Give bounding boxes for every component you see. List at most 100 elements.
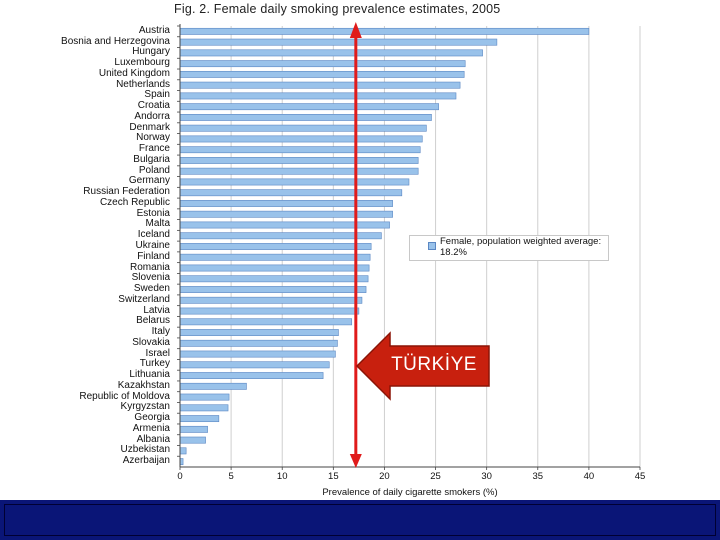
bar-ukraine bbox=[179, 243, 372, 250]
bar-belarus bbox=[179, 318, 353, 326]
x-tick-label: 35 bbox=[532, 471, 544, 482]
category-label: Slovakia bbox=[132, 336, 170, 348]
bar-slovakia bbox=[179, 339, 338, 347]
bar-estonia bbox=[179, 210, 393, 218]
bar-armenia bbox=[179, 425, 208, 433]
bar-russian-federation bbox=[179, 189, 403, 197]
category-label: Kyrgyzstan bbox=[120, 401, 170, 413]
x-tick-label: 5 bbox=[228, 471, 234, 482]
bar-italy bbox=[179, 329, 339, 336]
category-label: Georgia bbox=[134, 412, 170, 424]
bar-luxembourg bbox=[179, 60, 466, 68]
category-label: United Kingdom bbox=[98, 67, 170, 79]
bar-sweden bbox=[179, 286, 367, 293]
bar-chart bbox=[177, 22, 641, 470]
category-label: Ukraine bbox=[135, 240, 170, 251]
legend-label: Female, population weighted average: 18.… bbox=[440, 236, 602, 258]
category-label: Andorra bbox=[134, 110, 170, 122]
category-label: Bulgaria bbox=[133, 153, 170, 165]
bar-switzerland bbox=[179, 296, 363, 304]
category-label: Slovenia bbox=[131, 272, 170, 284]
x-tick-label: 0 bbox=[177, 471, 183, 482]
x-tick-label: 15 bbox=[328, 471, 339, 482]
bar-finland bbox=[179, 253, 371, 261]
bar-republic-of-moldova bbox=[179, 393, 230, 401]
category-label: Israel bbox=[145, 347, 170, 359]
bar-turkey bbox=[179, 361, 330, 369]
x-tick-label: 40 bbox=[583, 471, 595, 482]
category-label: Croatia bbox=[137, 100, 170, 112]
category-label: Luxembourg bbox=[114, 57, 170, 69]
bar-austria bbox=[179, 27, 590, 35]
category-label: Russian Federation bbox=[83, 186, 170, 198]
bar-israel bbox=[179, 350, 336, 358]
bar-iceland bbox=[179, 232, 382, 240]
category-label: Kazakhstan bbox=[117, 379, 170, 391]
bar-albania bbox=[179, 436, 206, 444]
bottom-bar bbox=[0, 500, 720, 540]
chart-title: Fig. 2. Female daily smoking prevalence … bbox=[174, 2, 501, 16]
bar-bosnia-and-herzegovina bbox=[179, 38, 498, 46]
bar-croatia bbox=[179, 103, 439, 111]
callout-label: TÜRKİYE bbox=[391, 354, 477, 375]
category-label: Lithuania bbox=[129, 369, 170, 381]
category-label: France bbox=[138, 143, 170, 155]
bottom-bar-frame bbox=[4, 504, 716, 536]
reference-arrow-top bbox=[349, 22, 362, 38]
category-label: Poland bbox=[138, 164, 170, 176]
legend: Female, population weighted average: 18.… bbox=[409, 235, 609, 261]
category-label: Norway bbox=[136, 132, 170, 144]
category-label: Denmark bbox=[129, 121, 170, 133]
category-label: Netherlands bbox=[116, 78, 170, 90]
category-label: Belarus bbox=[136, 315, 170, 327]
legend-swatch bbox=[428, 242, 436, 250]
bar-malta bbox=[179, 221, 390, 229]
bar-bulgaria bbox=[179, 157, 419, 164]
bar-germany bbox=[179, 178, 410, 186]
category-label: Latvia bbox=[143, 304, 170, 316]
bar-georgia bbox=[179, 415, 220, 423]
bar-uzbekistan bbox=[179, 447, 187, 455]
category-label: Romania bbox=[129, 261, 170, 273]
x-tick-label: 10 bbox=[276, 471, 288, 482]
category-label: Czech Republic bbox=[99, 196, 170, 208]
x-tick-label: 30 bbox=[481, 471, 492, 482]
callout-arrow bbox=[355, 331, 490, 401]
x-tick-label: 25 bbox=[430, 471, 441, 482]
category-label: Hungary bbox=[132, 46, 170, 58]
bar-kazakhstan bbox=[179, 382, 247, 390]
bar-norway bbox=[179, 135, 423, 143]
category-label: Uzbekistan bbox=[120, 444, 170, 456]
category-label: Switzerland bbox=[118, 293, 170, 305]
bar-romania bbox=[179, 264, 370, 272]
category-label: Republic of Moldova bbox=[79, 390, 170, 402]
bar-denmark bbox=[179, 124, 427, 132]
category-label: Italy bbox=[151, 326, 170, 338]
category-label: Turkey bbox=[139, 358, 170, 370]
category-label: Austria bbox=[138, 24, 170, 36]
x-tick-label: 20 bbox=[379, 471, 390, 482]
bar-poland bbox=[179, 167, 419, 175]
category-label: Bosnia and Herzegovina bbox=[61, 35, 170, 47]
category-label: Armenia bbox=[132, 422, 170, 434]
bar-spain bbox=[179, 92, 457, 100]
category-label: Iceland bbox=[137, 229, 170, 241]
category-label: Malta bbox=[145, 218, 170, 230]
category-label: Sweden bbox=[133, 283, 170, 295]
bar-andorra bbox=[179, 114, 432, 121]
category-label: Estonia bbox=[136, 207, 170, 219]
reference-arrow-bottom bbox=[349, 454, 362, 468]
bar-netherlands bbox=[179, 81, 461, 89]
bar-slovenia bbox=[179, 275, 369, 283]
x-tick-label: 45 bbox=[634, 471, 646, 482]
bar-lithuania bbox=[179, 372, 324, 379]
x-axis-label: Prevalence of daily cigarette smokers (%… bbox=[322, 487, 498, 498]
bar-hungary bbox=[179, 49, 483, 57]
category-label: Finland bbox=[137, 250, 170, 262]
category-label: Germany bbox=[128, 175, 170, 187]
bar-united-kingdom bbox=[179, 70, 465, 78]
bar-france bbox=[179, 146, 421, 154]
category-label: Spain bbox=[144, 89, 170, 101]
category-label: Azerbaijan bbox=[122, 455, 170, 467]
bar-kyrgyzstan bbox=[179, 404, 229, 412]
